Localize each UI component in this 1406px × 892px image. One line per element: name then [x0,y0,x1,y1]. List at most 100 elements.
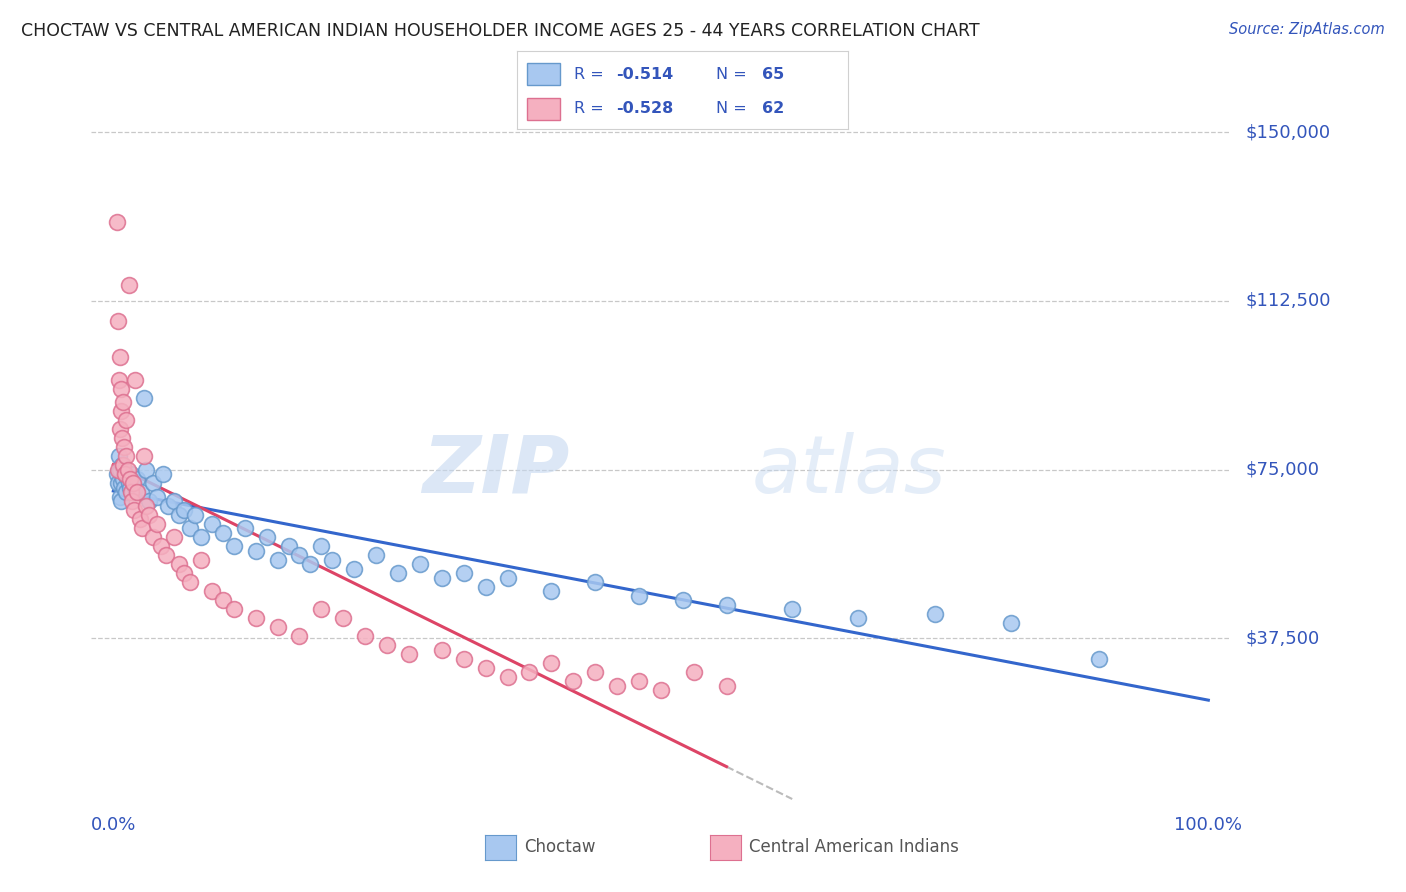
Point [453,651,475,665]
Point [107,463,129,477]
Point [173,503,195,517]
Point [167,558,190,572]
Point [108,350,131,364]
Point [108,463,131,477]
Point [332,611,354,625]
Point [107,314,129,328]
Point [924,607,946,621]
Point [162,494,184,508]
Point [288,548,311,562]
Point [245,543,267,558]
Text: N =: N = [716,102,752,117]
Point [162,530,184,544]
Point [118,472,141,486]
Point [142,476,165,491]
Point [201,516,224,531]
Point [167,508,190,522]
Point [540,584,562,599]
Point [846,611,869,625]
Point [190,552,212,566]
Point [453,566,475,581]
Point [129,485,152,500]
Point [111,431,134,445]
Point [387,566,409,581]
Point [650,683,672,698]
Bar [527,98,561,120]
Point [474,580,496,594]
Text: atlas: atlas [752,432,946,510]
Point [519,665,541,680]
Point [277,539,299,553]
Point [121,485,143,500]
Point [288,629,311,643]
Point [222,602,245,616]
Point [135,463,157,477]
Point [112,440,135,454]
Text: Source: ZipAtlas.com: Source: ZipAtlas.com [1229,22,1385,37]
Text: R =: R = [574,67,609,82]
Point [201,584,224,599]
Point [107,373,129,387]
Point [627,674,650,689]
Point [157,499,180,513]
Point [430,571,453,585]
Point [299,558,322,572]
Point [606,679,628,693]
Point [110,494,132,508]
Point [115,485,138,500]
Point [321,552,343,566]
Point [110,404,132,418]
Point [375,638,398,652]
Point [245,611,267,625]
Point [110,476,132,491]
Point [311,602,333,616]
Text: $150,000: $150,000 [1246,123,1330,141]
Point [1000,615,1022,630]
Point [127,485,149,500]
Point [142,530,165,544]
Point [146,516,169,531]
Text: 62: 62 [762,102,785,117]
Point [155,548,177,562]
Point [112,481,135,495]
Point [135,499,157,513]
Point [117,278,139,293]
Point [266,620,288,634]
Point [562,674,585,689]
Point [152,467,174,482]
Point [474,661,496,675]
Point [118,481,141,495]
Point [120,485,142,500]
Point [430,642,453,657]
Point [138,494,160,508]
Point [114,467,136,482]
Text: -0.514: -0.514 [616,67,673,82]
Text: R =: R = [574,102,609,117]
Point [716,679,738,693]
Point [682,665,704,680]
Point [105,467,128,482]
Point [398,647,420,661]
Text: $112,500: $112,500 [1246,292,1330,310]
Point [117,476,139,491]
Point [540,657,562,671]
Point [627,589,650,603]
Point [114,467,136,482]
Point [122,503,145,517]
Point [132,391,155,405]
Point [108,490,131,504]
Point [496,670,519,684]
Point [190,530,212,544]
Point [124,481,146,495]
Text: ZIP: ZIP [422,432,569,510]
Point [179,521,201,535]
Point [111,458,134,472]
Point [112,458,135,472]
Point [132,449,155,463]
Bar [527,63,561,86]
Point [107,449,129,463]
Point [117,463,139,477]
Point [583,665,606,680]
Point [173,566,195,581]
Point [672,593,695,607]
